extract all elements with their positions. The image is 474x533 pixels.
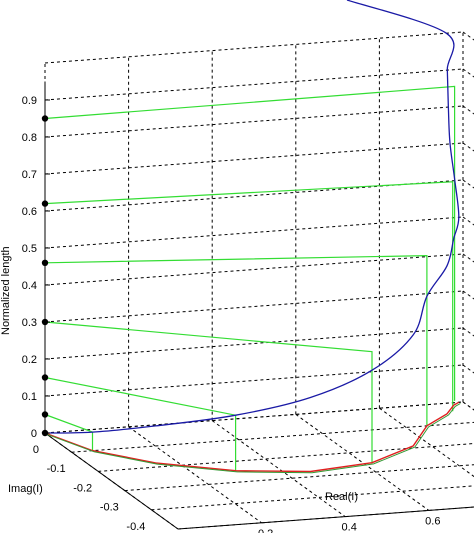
z-marker-point <box>41 200 49 207</box>
back-wall-grid-z <box>44 364 464 397</box>
y-tick-label: -0.1 <box>47 463 66 475</box>
floor-grid-y <box>124 464 474 492</box>
back-wall-grid-z <box>44 253 464 286</box>
z-axis-label: Normalized length <box>0 246 12 335</box>
back-wall-grid-z <box>44 216 464 249</box>
side-wall-grid-z <box>462 290 474 300</box>
floor-grid-x <box>295 413 430 511</box>
data-series <box>44 0 461 474</box>
y-axis-label: Imag(I) <box>8 483 43 495</box>
z-tick-label: 0 <box>31 428 37 440</box>
back-wall-grid-z <box>44 401 464 434</box>
z-tick-label: 0.9 <box>22 95 37 107</box>
z-marker-point <box>41 374 49 381</box>
y-axis-line <box>44 432 179 530</box>
connector-line <box>44 181 454 412</box>
z-tick-label: 0.3 <box>22 317 37 329</box>
connector-line <box>44 321 373 463</box>
y-tick-label: -0.2 <box>73 482 92 494</box>
side-wall-grid-z <box>462 105 474 115</box>
floor-grid-x <box>128 426 262 524</box>
z-tick-label: 0.6 <box>22 206 37 218</box>
tick-labels: 0 0.1 0.2 0.3 0.4 0.5 0.6 0.7 0.8 0.9 0 -0.1 -0.2 -0.… <box>22 95 441 533</box>
z-tick-label: 0.7 <box>22 169 37 181</box>
x-tick-label: 0.2 <box>258 528 273 533</box>
z-tick-label: 0.1 <box>22 391 37 403</box>
back-wall-grid-z <box>44 142 464 175</box>
side-wall-grid-z <box>462 216 474 226</box>
side-wall-grid-z <box>462 253 474 263</box>
x-axis-label: Real(I) <box>325 491 358 503</box>
y-tick-label: 0 <box>33 444 39 456</box>
x-tick-label: 0.6 <box>425 515 440 527</box>
z-marker-point <box>41 411 49 418</box>
connector-line <box>44 254 428 426</box>
side-wall-grid-z <box>462 401 474 411</box>
z-tick-label: 0.2 <box>22 354 37 366</box>
back-wall-grid-z <box>44 327 464 360</box>
x-axis-line <box>177 506 474 530</box>
x-tick-label: 0.4 <box>342 522 357 533</box>
z-marker-point <box>41 259 49 266</box>
floor-grid-y <box>98 443 474 472</box>
side-wall-grid-z <box>462 31 474 41</box>
floor-grid-y <box>71 421 474 453</box>
back-wall-grid-z <box>44 68 464 101</box>
z-tick-label: 0.5 <box>22 243 37 255</box>
side-wall-grid-z <box>462 327 474 337</box>
z-tick-label: 0.8 <box>22 132 37 144</box>
floor-grid-x <box>462 401 474 411</box>
axes <box>44 81 474 530</box>
side-wall-grid-z <box>462 364 474 374</box>
side-wall-grid-z <box>462 68 474 78</box>
z-axis-markers <box>41 115 49 437</box>
side-wall-grid-z <box>462 142 474 152</box>
connector-line <box>44 85 456 401</box>
y-tick-label: -0.3 <box>100 502 119 514</box>
connector-line <box>44 376 237 471</box>
y-tick-label: -0.4 <box>126 521 145 533</box>
z-tick-label: 0.4 <box>22 280 37 292</box>
floor-grid-y <box>151 485 474 511</box>
curve-3d-line <box>44 0 460 434</box>
floor-projection-red <box>44 401 460 473</box>
grid-lines <box>44 31 474 530</box>
back-wall-grid-z <box>44 105 464 138</box>
side-wall-grid-z <box>462 179 474 189</box>
floor-projection-green <box>46 403 461 474</box>
z-marker-point <box>41 115 49 122</box>
back-wall-grid-z <box>44 290 464 323</box>
back-wall-grid-z <box>44 31 464 64</box>
